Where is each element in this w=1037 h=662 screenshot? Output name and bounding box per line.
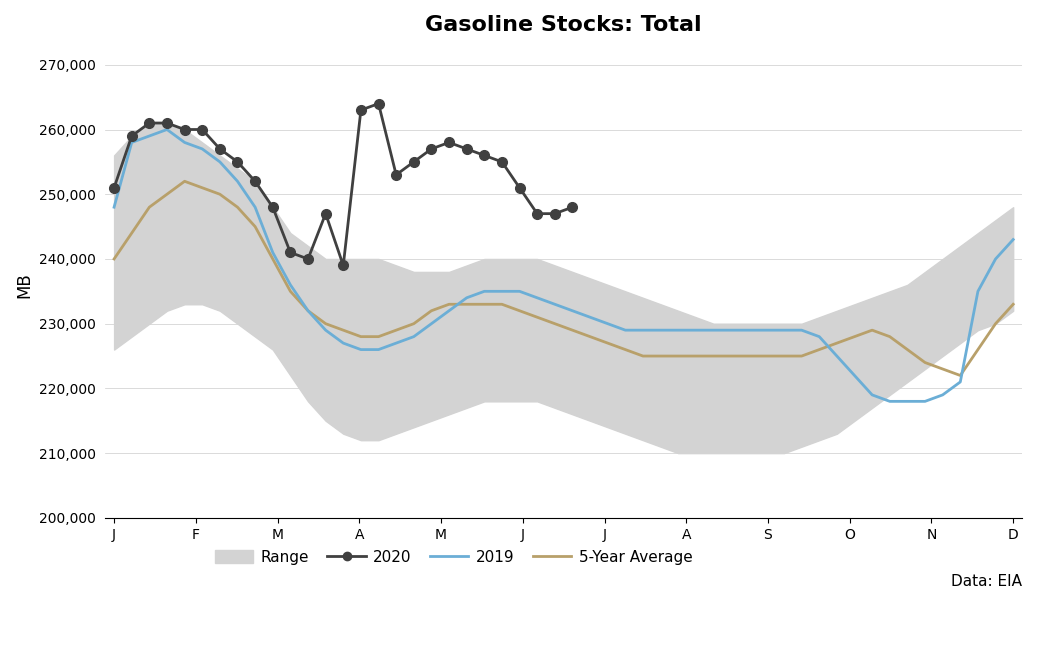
- Title: Gasoline Stocks: Total: Gasoline Stocks: Total: [425, 15, 702, 35]
- Text: Data: EIA: Data: EIA: [951, 574, 1022, 589]
- Y-axis label: MB: MB: [15, 272, 33, 298]
- Legend: Range, 2020, 2019, 5-Year Average: Range, 2020, 2019, 5-Year Average: [208, 544, 699, 571]
